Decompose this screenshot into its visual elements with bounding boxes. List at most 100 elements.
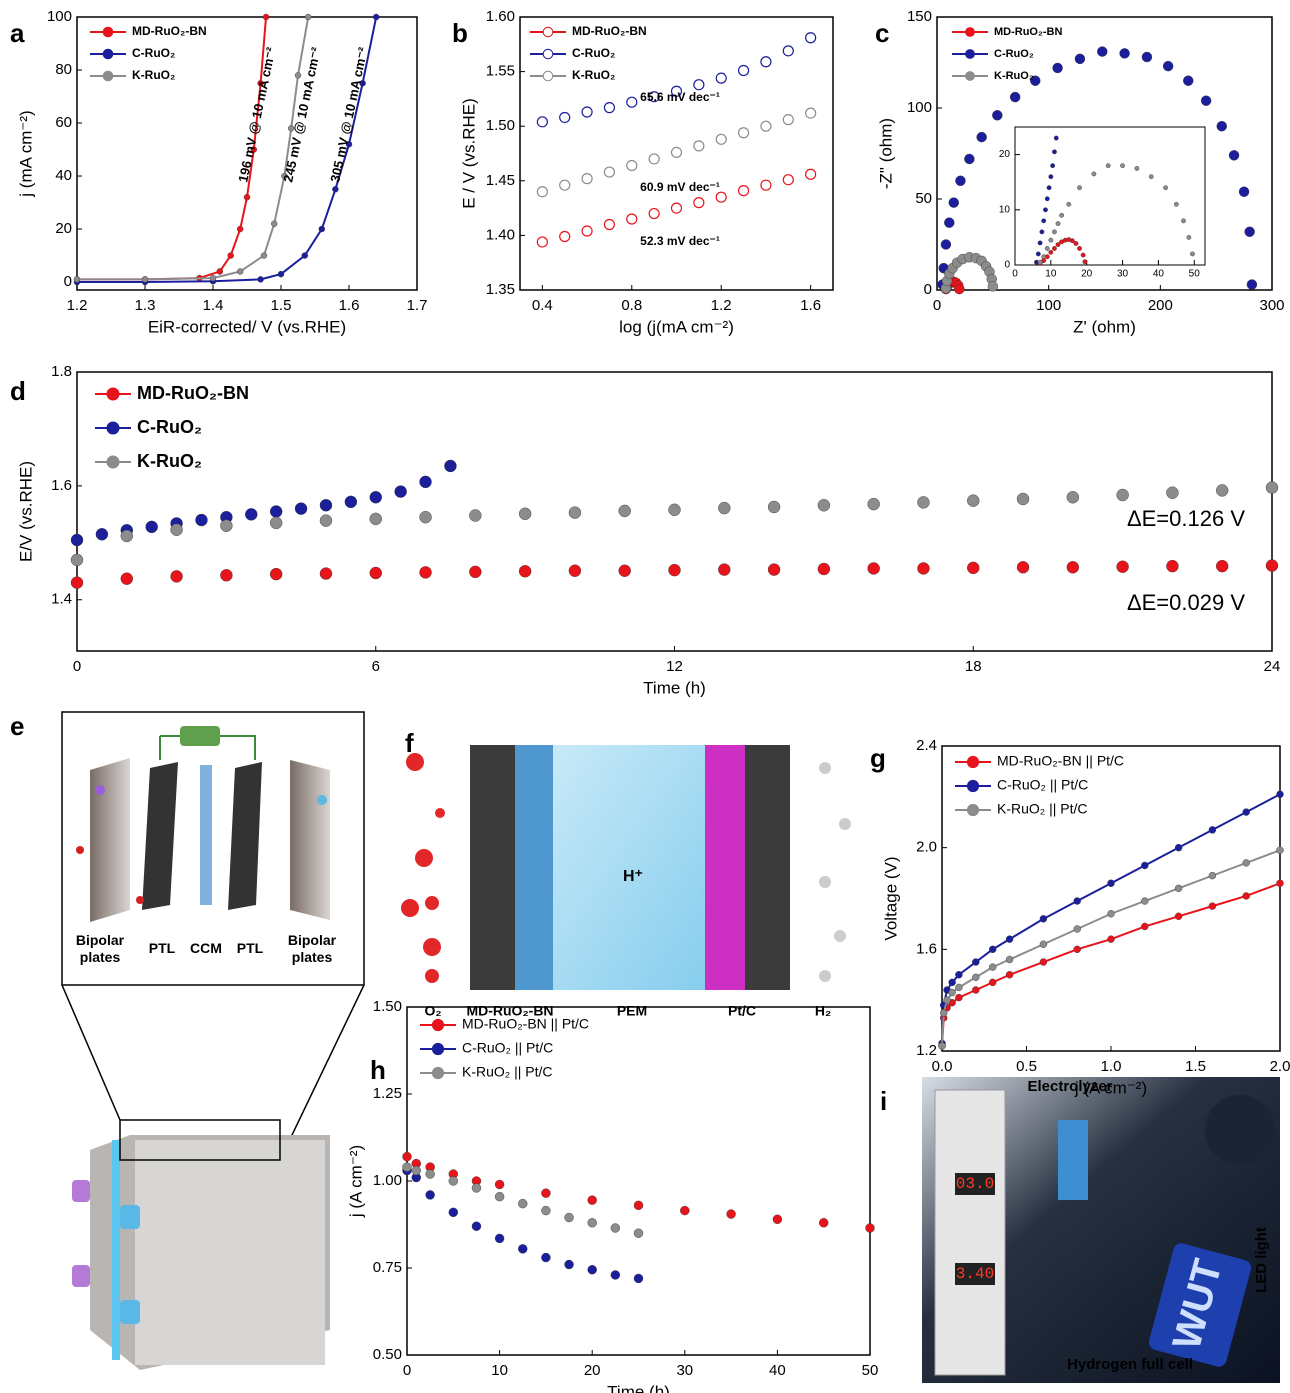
data-point bbox=[1174, 912, 1183, 920]
data-point bbox=[369, 512, 382, 526]
data-point bbox=[967, 494, 980, 507]
data-point bbox=[260, 252, 268, 259]
data-point bbox=[1208, 826, 1217, 834]
data-point bbox=[1048, 237, 1054, 243]
data-point bbox=[1073, 897, 1081, 905]
x-tick-label: 18 bbox=[965, 658, 982, 675]
data-point bbox=[1073, 925, 1081, 933]
y-tick-label: 1.6 bbox=[51, 477, 72, 494]
diagram-label: LED light bbox=[1253, 1227, 1270, 1293]
data-point bbox=[1246, 279, 1258, 290]
plot-frame bbox=[519, 16, 834, 291]
data-point bbox=[444, 459, 457, 473]
data-point bbox=[236, 268, 244, 275]
data-point bbox=[245, 508, 258, 521]
data-point bbox=[209, 274, 217, 282]
data-point bbox=[1174, 884, 1183, 893]
y-tick-label: 1.2 bbox=[916, 1042, 937, 1059]
data-point bbox=[541, 1188, 551, 1198]
x-tick-label: 40 bbox=[769, 1362, 786, 1379]
data-point bbox=[319, 499, 333, 512]
data-point bbox=[1066, 201, 1072, 207]
data-point bbox=[670, 202, 683, 214]
data-point bbox=[1052, 149, 1057, 155]
data-point bbox=[633, 1273, 644, 1284]
data-point bbox=[782, 174, 794, 186]
data-point bbox=[1077, 246, 1082, 251]
data-point bbox=[955, 175, 966, 187]
y-tick-label: 20 bbox=[999, 149, 1011, 160]
y-tick-label: 1.6 bbox=[916, 940, 937, 957]
data-point bbox=[141, 276, 149, 283]
data-point bbox=[448, 1176, 458, 1186]
y-tick-label: 60 bbox=[55, 114, 72, 131]
data-point bbox=[767, 563, 781, 576]
x-tick-label: 50 bbox=[862, 1362, 879, 1379]
data-point bbox=[1044, 246, 1050, 251]
data-point bbox=[1216, 559, 1229, 573]
data-point bbox=[1276, 790, 1284, 798]
data-point bbox=[281, 172, 288, 180]
legend-marker bbox=[965, 27, 975, 37]
data-point bbox=[767, 500, 781, 514]
data-point bbox=[964, 153, 975, 165]
data-point bbox=[948, 978, 956, 987]
y-tick-label: 40 bbox=[55, 167, 72, 184]
y-tick-label: 20 bbox=[55, 220, 72, 237]
data-point bbox=[1005, 955, 1014, 964]
data-point bbox=[1181, 218, 1186, 224]
data-point bbox=[305, 13, 312, 21]
data-point bbox=[618, 564, 631, 577]
data-point bbox=[1242, 859, 1250, 867]
data-point bbox=[1073, 945, 1081, 954]
y-tick-label: 1.55 bbox=[486, 63, 515, 80]
data-point bbox=[1116, 488, 1129, 502]
data-point bbox=[1228, 150, 1240, 161]
data-point bbox=[1134, 165, 1140, 171]
data-point bbox=[170, 523, 183, 536]
data-point bbox=[715, 133, 727, 145]
data-point bbox=[737, 127, 750, 139]
plot-frame bbox=[76, 16, 418, 291]
data-point bbox=[345, 141, 353, 148]
data-point bbox=[955, 983, 963, 992]
data-point bbox=[288, 125, 295, 132]
diagram-label: O₂ bbox=[424, 1003, 441, 1019]
data-point bbox=[867, 562, 880, 575]
data-point bbox=[220, 519, 233, 532]
display-readout: 03.0 bbox=[956, 1175, 994, 1193]
data-point bbox=[1080, 252, 1086, 258]
data-point bbox=[369, 491, 382, 504]
data-point bbox=[120, 529, 133, 543]
y-axis-label: E/V (vs.RHE) bbox=[16, 461, 35, 562]
legend-marker bbox=[102, 26, 114, 38]
data-point bbox=[494, 1191, 505, 1202]
data-point bbox=[319, 567, 333, 580]
x-tick-label: 6 bbox=[372, 658, 380, 675]
data-point bbox=[1055, 221, 1061, 227]
x-tick-label: 0 bbox=[403, 1362, 411, 1379]
y-tick-label: 1.50 bbox=[373, 998, 402, 1015]
data-point bbox=[471, 1183, 482, 1193]
data-point bbox=[257, 276, 264, 283]
data-point bbox=[419, 510, 432, 524]
x-tick-label: 0 bbox=[1012, 269, 1018, 280]
x-tick-label: 20 bbox=[1081, 269, 1093, 280]
data-point bbox=[1052, 62, 1063, 74]
x-tick-label: 1.6 bbox=[800, 297, 821, 314]
x-tick-label: 20 bbox=[584, 1362, 601, 1379]
data-point bbox=[1216, 484, 1229, 497]
data-point bbox=[518, 1244, 528, 1254]
data-point bbox=[1052, 229, 1057, 235]
data-point bbox=[568, 506, 582, 519]
data-point bbox=[955, 993, 963, 1002]
y-axis-label: E / V (vs.RHE) bbox=[459, 98, 478, 209]
data-point bbox=[1162, 60, 1174, 72]
series-line bbox=[77, 16, 378, 284]
legend-label: C-RuO₂ bbox=[137, 417, 202, 437]
x-tick-label: 1.6 bbox=[339, 297, 360, 314]
data-point bbox=[680, 1205, 690, 1216]
data-point bbox=[1141, 922, 1149, 931]
data-point bbox=[369, 566, 382, 580]
legend-marker bbox=[106, 387, 120, 401]
